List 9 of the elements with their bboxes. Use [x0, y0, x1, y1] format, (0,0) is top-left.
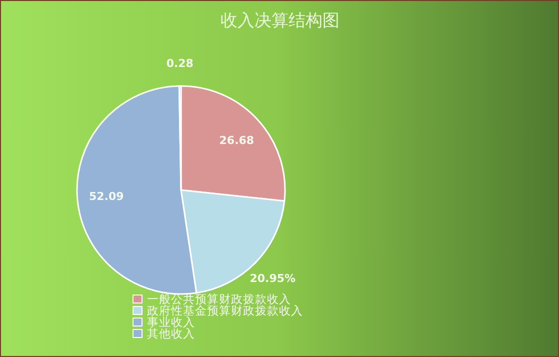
- data-label: 26.68: [219, 134, 254, 147]
- legend-label: 其他收入: [147, 326, 195, 340]
- chart-title: 收入决算结构图: [220, 11, 340, 31]
- data-label: 0.28: [166, 57, 194, 70]
- data-label: 52.09: [88, 190, 124, 204]
- legend-label: 政府性基金预算财政拨款收入: [147, 304, 303, 318]
- legend-label: 事业收入: [147, 315, 195, 329]
- data-label: 20.95%: [250, 272, 296, 285]
- legend-label: 一般公共预算财政拨款收入: [147, 292, 291, 306]
